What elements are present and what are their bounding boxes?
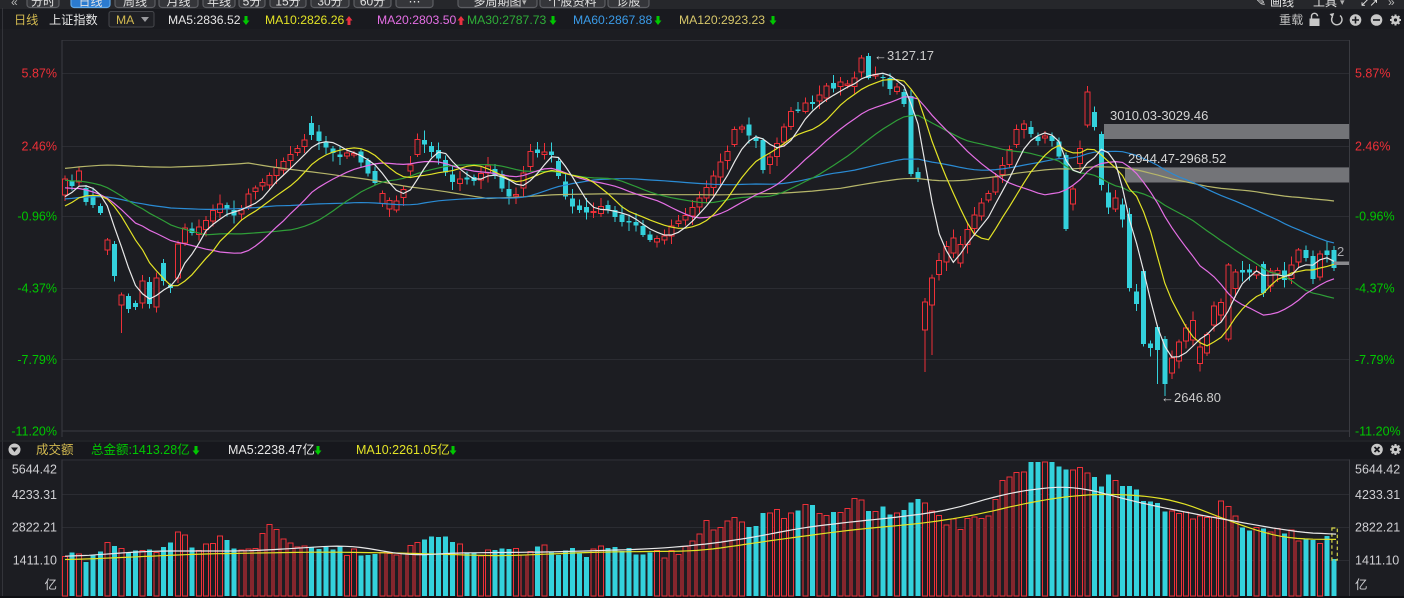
svg-text:⋯: ⋯ <box>409 0 421 9</box>
svg-text:亿: 亿 <box>44 577 57 592</box>
svg-text:-7.79%: -7.79% <box>1355 353 1395 367</box>
svg-text:MA10:2826.26: MA10:2826.26 <box>265 13 345 27</box>
svg-text:▾: ▾ <box>1340 0 1345 7</box>
svg-text:日线: 日线 <box>14 13 38 27</box>
svg-text:2944.47-2968.52: 2944.47-2968.52 <box>1128 151 1226 166</box>
svg-text:2822.21: 2822.21 <box>1355 521 1400 535</box>
svg-text:年线: 年线 <box>207 0 231 9</box>
svg-text:MA20:2803.50: MA20:2803.50 <box>377 13 457 27</box>
svg-text:重载: 重载 <box>1279 13 1303 27</box>
svg-text:↙↗: ↙↗ <box>1360 0 1378 9</box>
svg-text:5分: 5分 <box>243 0 262 9</box>
svg-text:日线: 日线 <box>78 0 102 9</box>
svg-text:月线: 月线 <box>166 0 190 9</box>
svg-text:-4.37%: -4.37% <box>17 282 57 296</box>
svg-text:MA: MA <box>116 13 135 27</box>
svg-text:诊股: 诊股 <box>616 0 640 9</box>
svg-text:成交额: 成交额 <box>36 442 74 457</box>
svg-text:-0.96%: -0.96% <box>1355 210 1395 224</box>
svg-text:个股资料: 个股资料 <box>548 0 596 9</box>
svg-text:多周期图: 多周期图 <box>473 0 521 9</box>
svg-text:✎: ✎ <box>1256 0 1266 9</box>
svg-text:5.87%: 5.87% <box>1355 67 1390 81</box>
svg-text:-11.20%: -11.20% <box>1355 425 1401 439</box>
svg-text:工具: 工具 <box>1313 0 1337 9</box>
svg-text:上证指数: 上证指数 <box>49 12 98 27</box>
svg-text:2.46%: 2.46% <box>1355 140 1390 154</box>
svg-text:周线: 周线 <box>123 0 147 9</box>
svg-text:MA120:2923.23: MA120:2923.23 <box>679 13 765 27</box>
svg-text:4233.31: 4233.31 <box>12 488 57 502</box>
svg-text:▾: ▾ <box>522 0 527 7</box>
svg-text:MA30:2787.73: MA30:2787.73 <box>467 13 547 27</box>
svg-text:分时: 分时 <box>31 0 55 9</box>
svg-text:5.87%: 5.87% <box>22 67 57 81</box>
svg-text:亿: 亿 <box>1355 577 1368 592</box>
svg-text:-0.96%: -0.96% <box>17 210 57 224</box>
svg-text:←2646.80: ←2646.80 <box>1161 390 1221 405</box>
svg-text:2822.21: 2822.21 <box>12 521 57 535</box>
svg-text:4233.31: 4233.31 <box>1355 488 1400 502</box>
svg-text:MA60:2867.88: MA60:2867.88 <box>573 13 653 27</box>
svg-text:5644.42: 5644.42 <box>1355 463 1400 477</box>
svg-text:3010.03-3029.46: 3010.03-3029.46 <box>1110 108 1208 123</box>
svg-text:MA5:2238.47亿: MA5:2238.47亿 <box>228 442 315 457</box>
svg-text:30分: 30分 <box>317 0 342 9</box>
svg-text:2: 2 <box>1337 244 1344 259</box>
svg-text:5644.42: 5644.42 <box>12 463 57 477</box>
svg-text:MA10:2261.05亿: MA10:2261.05亿 <box>356 442 450 457</box>
svg-text:1411.10: 1411.10 <box>13 554 57 568</box>
svg-text:«: « <box>11 0 18 9</box>
svg-text:总金额:1413.28亿: 总金额:1413.28亿 <box>91 442 190 457</box>
svg-text:»: » <box>1388 0 1395 9</box>
svg-text:MA5:2836.52: MA5:2836.52 <box>168 13 241 27</box>
svg-text:60分: 60分 <box>360 0 385 9</box>
svg-text:-7.79%: -7.79% <box>17 353 57 367</box>
svg-text:1411.10: 1411.10 <box>1355 554 1399 568</box>
svg-text:←3127.17: ←3127.17 <box>874 48 934 63</box>
svg-text:-4.37%: -4.37% <box>1355 282 1395 296</box>
svg-text:15分: 15分 <box>275 0 300 9</box>
svg-text:-11.20%: -11.20% <box>11 425 57 439</box>
svg-text:画线: 画线 <box>1270 0 1294 9</box>
svg-text:2.46%: 2.46% <box>22 140 57 154</box>
